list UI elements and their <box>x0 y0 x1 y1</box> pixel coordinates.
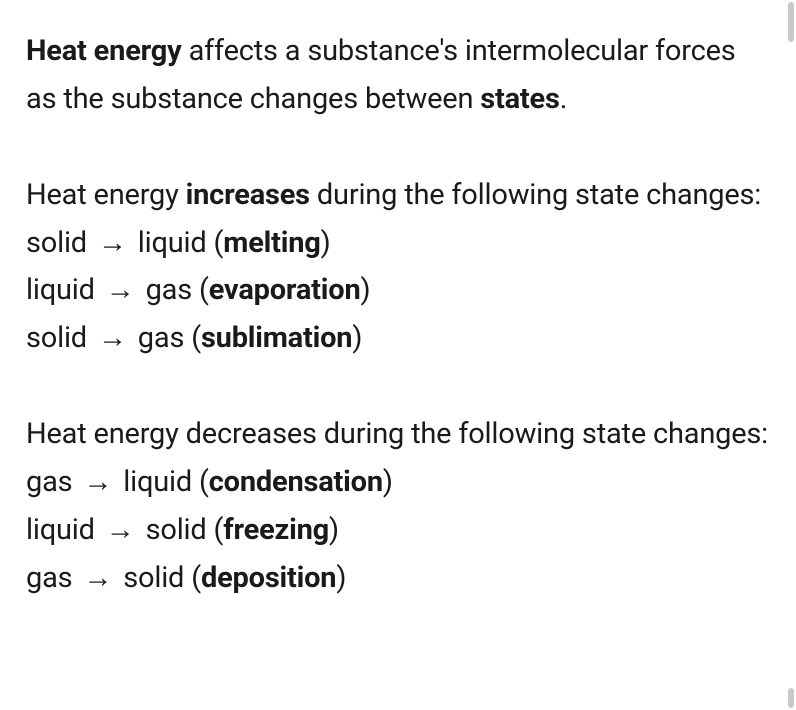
decreases-lead: Heat energy decreases during the followi… <box>26 411 770 459</box>
arrow-icon: → <box>98 220 127 268</box>
increases-item-1: liquid → gas (evaporation) <box>26 267 770 315</box>
state-to: solid <box>123 561 184 595</box>
state-from: liquid <box>26 513 95 547</box>
arrow-icon: → <box>98 315 127 363</box>
intro-bold-heat-energy: Heat energy <box>26 34 182 68</box>
state-to: liquid <box>138 226 207 260</box>
state-from: gas <box>26 561 72 595</box>
arrow-icon: → <box>83 459 112 507</box>
term-melting: melting <box>223 226 320 260</box>
state-from: solid <box>26 321 87 355</box>
decreases-paragraph: Heat energy decreases during the followi… <box>26 411 770 602</box>
scrollbar-thumb-bottom[interactable] <box>788 688 794 708</box>
increases-lead-bold: increases <box>186 178 310 212</box>
term-condensation: condensation <box>209 465 383 499</box>
term-deposition: deposition <box>201 561 336 595</box>
intro-paragraph: Heat energy affects a substance's interm… <box>26 28 770 124</box>
state-from: liquid <box>26 273 95 307</box>
increases-lead: Heat energy increases during the followi… <box>26 172 770 220</box>
decreases-item-2: gas → solid (deposition) <box>26 555 770 603</box>
decreases-item-0: gas → liquid (condensation) <box>26 459 770 507</box>
increases-paragraph: Heat energy increases during the followi… <box>26 172 770 363</box>
state-to: solid <box>146 513 207 547</box>
increases-item-2: solid → gas (sublimation) <box>26 315 770 363</box>
state-from: gas <box>26 465 72 499</box>
scrollbar-track[interactable] <box>786 0 796 710</box>
arrow-icon: → <box>83 555 112 603</box>
state-to: gas <box>138 321 184 355</box>
increases-item-0: solid → liquid (melting) <box>26 220 770 268</box>
document-body: Heat energy affects a substance's interm… <box>0 0 796 630</box>
state-from: solid <box>26 226 87 260</box>
state-to: liquid <box>123 465 192 499</box>
term-sublimation: sublimation <box>201 321 352 355</box>
arrow-icon: → <box>106 507 135 555</box>
increases-lead-pre: Heat energy <box>26 178 186 212</box>
term-freezing: freezing <box>223 513 329 547</box>
increases-lead-post: during the following state changes: <box>310 178 761 212</box>
term-evaporation: evaporation <box>209 273 361 307</box>
intro-text-2: . <box>560 82 567 116</box>
state-to: gas <box>146 273 192 307</box>
intro-bold-states: states <box>480 82 559 116</box>
scrollbar-thumb[interactable] <box>788 2 794 42</box>
decreases-item-1: liquid → solid (freezing) <box>26 507 770 555</box>
arrow-icon: → <box>106 267 135 315</box>
